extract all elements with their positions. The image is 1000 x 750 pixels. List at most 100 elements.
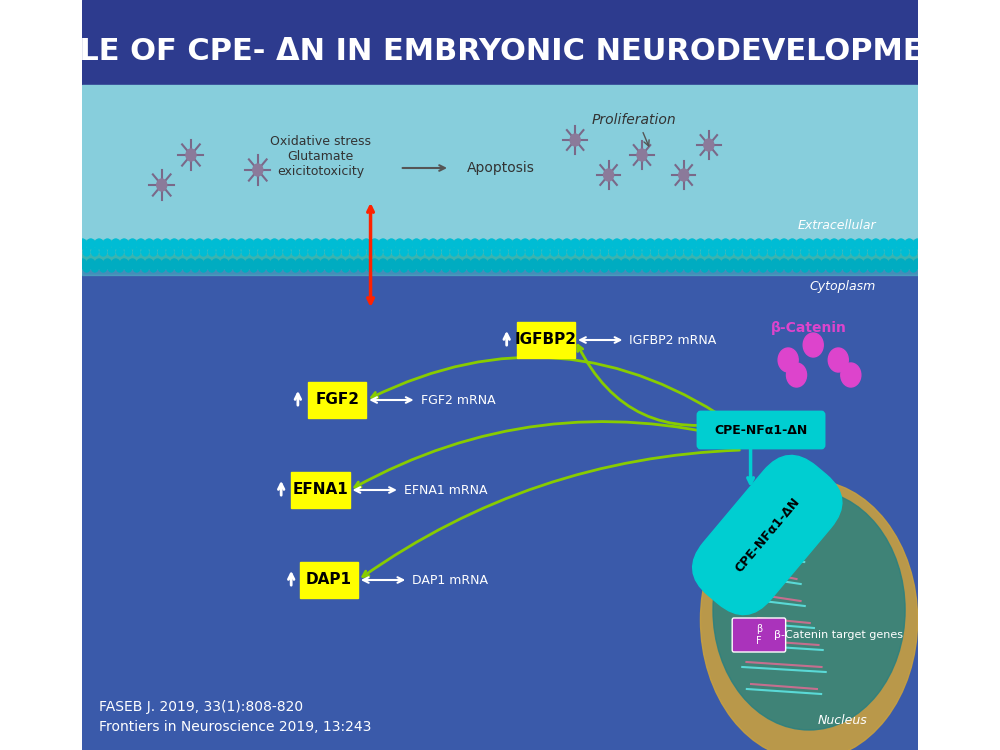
Circle shape: [362, 259, 371, 269]
Circle shape: [178, 239, 187, 249]
Circle shape: [827, 248, 833, 256]
Circle shape: [203, 239, 212, 249]
Circle shape: [170, 239, 178, 249]
Circle shape: [738, 259, 746, 269]
Circle shape: [721, 239, 730, 249]
Circle shape: [710, 248, 716, 256]
Circle shape: [325, 264, 332, 272]
Circle shape: [229, 239, 237, 249]
Circle shape: [245, 239, 254, 249]
Text: Apoptosis: Apoptosis: [467, 161, 534, 175]
Text: β-Catenin target genes: β-Catenin target genes: [774, 630, 903, 640]
Circle shape: [905, 239, 913, 249]
Circle shape: [629, 239, 638, 249]
Circle shape: [872, 239, 880, 249]
Circle shape: [300, 248, 307, 256]
Text: β-Catenin: β-Catenin: [771, 321, 847, 335]
Circle shape: [476, 264, 482, 272]
Circle shape: [713, 259, 721, 269]
Circle shape: [187, 259, 195, 269]
Circle shape: [112, 239, 120, 249]
Circle shape: [546, 239, 554, 249]
Circle shape: [601, 264, 608, 272]
Circle shape: [183, 248, 190, 256]
Circle shape: [467, 248, 474, 256]
Bar: [82, 254, 918, 268]
Circle shape: [738, 239, 746, 249]
Text: Proliferation: Proliferation: [591, 113, 676, 127]
Circle shape: [137, 239, 145, 249]
Circle shape: [200, 264, 207, 272]
Circle shape: [350, 248, 357, 256]
Text: FASEB J. 2019, 33(1):808-820: FASEB J. 2019, 33(1):808-820: [99, 700, 303, 714]
Circle shape: [300, 264, 307, 272]
Circle shape: [897, 239, 905, 249]
Circle shape: [334, 248, 340, 256]
Circle shape: [504, 259, 513, 269]
Circle shape: [421, 259, 429, 269]
Circle shape: [726, 248, 733, 256]
Text: EFNA1: EFNA1: [293, 482, 348, 497]
Circle shape: [379, 259, 387, 269]
Circle shape: [112, 259, 120, 269]
Circle shape: [922, 259, 930, 269]
Circle shape: [487, 239, 496, 249]
Circle shape: [902, 264, 908, 272]
Circle shape: [701, 264, 708, 272]
Circle shape: [696, 239, 705, 249]
Circle shape: [153, 239, 162, 249]
Circle shape: [651, 264, 658, 272]
Circle shape: [153, 259, 162, 269]
Circle shape: [710, 264, 716, 272]
Circle shape: [409, 248, 416, 256]
Circle shape: [718, 264, 725, 272]
Circle shape: [893, 264, 900, 272]
Circle shape: [860, 248, 867, 256]
Circle shape: [359, 248, 366, 256]
Circle shape: [108, 264, 115, 272]
Circle shape: [828, 348, 848, 372]
Circle shape: [768, 264, 775, 272]
Circle shape: [680, 239, 688, 249]
Circle shape: [513, 259, 521, 269]
Circle shape: [538, 259, 546, 269]
Circle shape: [337, 259, 345, 269]
Circle shape: [688, 259, 696, 269]
Circle shape: [838, 239, 847, 249]
Circle shape: [220, 259, 229, 269]
Circle shape: [872, 259, 880, 269]
Circle shape: [554, 239, 563, 249]
Text: ROLE OF CPE- ΔN IN EMBRYONIC NEURODEVELOPMENT: ROLE OF CPE- ΔN IN EMBRYONIC NEURODEVELO…: [30, 38, 970, 67]
Circle shape: [554, 259, 563, 269]
Circle shape: [379, 239, 387, 249]
Circle shape: [893, 248, 900, 256]
Circle shape: [922, 239, 930, 249]
Circle shape: [150, 248, 157, 256]
Circle shape: [234, 264, 240, 272]
Circle shape: [212, 259, 220, 269]
Circle shape: [404, 259, 412, 269]
Circle shape: [571, 239, 579, 249]
Circle shape: [534, 248, 541, 256]
FancyBboxPatch shape: [291, 472, 350, 508]
Circle shape: [584, 248, 591, 256]
Text: Nucleus: Nucleus: [818, 713, 867, 727]
Circle shape: [613, 259, 621, 269]
Circle shape: [262, 259, 270, 269]
Circle shape: [317, 264, 324, 272]
Circle shape: [262, 239, 270, 249]
Circle shape: [596, 239, 604, 249]
Circle shape: [596, 259, 604, 269]
Circle shape: [459, 264, 466, 272]
Circle shape: [638, 239, 646, 249]
Circle shape: [643, 248, 650, 256]
Circle shape: [208, 264, 215, 272]
Circle shape: [780, 239, 788, 249]
Circle shape: [162, 259, 170, 269]
Circle shape: [195, 259, 203, 269]
Circle shape: [312, 239, 320, 249]
Circle shape: [487, 259, 496, 269]
Circle shape: [743, 248, 750, 256]
Circle shape: [651, 248, 658, 256]
Circle shape: [559, 248, 566, 256]
